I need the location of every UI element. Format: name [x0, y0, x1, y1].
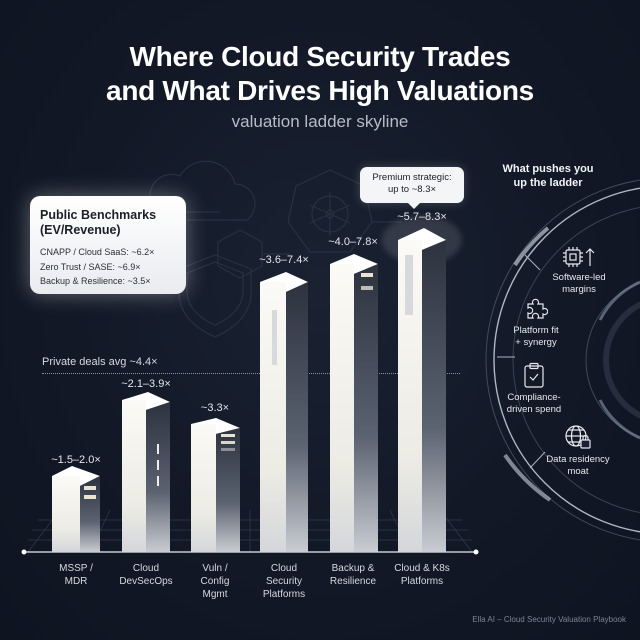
footer-credit: Ella AI – Cloud Security Valuation Playb…: [472, 615, 626, 624]
globe-lock-icon: [565, 425, 591, 449]
puzzle-icon: [527, 298, 548, 319]
clipboard-check-icon: [524, 362, 544, 388]
bar-value-label: ~5.7–8.3×: [397, 211, 447, 223]
bar-cloud-devsecops: [122, 392, 170, 552]
bar-backup-resilience: [330, 254, 378, 552]
page-title: Where Cloud Security Trades and What Dri…: [106, 41, 534, 106]
benchmark-row: Zero Trust / SASE: ~6.9×: [40, 261, 141, 272]
category-label: MSSP / MDR: [59, 563, 93, 587]
bar-value-label: ~4.0–7.8×: [328, 236, 378, 248]
public-benchmarks-card: Public Benchmarks (EV/Revenue) CNAPP / C…: [30, 196, 186, 294]
bar-value-label: ~1.5–2.0×: [51, 454, 101, 466]
driver-compliance-spend: Compliance- driven spend: [486, 362, 582, 416]
bar-mssp-mdr: [52, 466, 100, 552]
shield-icon: [178, 254, 252, 338]
bar-value-label: ~2.1–3.9×: [121, 378, 171, 390]
driver-platform-fit: Platform fit + synergy: [488, 297, 584, 349]
driver-data-residency: Data residency moat: [530, 424, 626, 478]
premium-strategic-callout: Premium strategic: up to ~8.3×: [360, 167, 464, 209]
bar-value-label: ~3.3×: [200, 402, 230, 414]
category-label: Vuln / Config Mgmt: [200, 563, 230, 600]
bar-vuln-config-mgmt: [191, 418, 240, 552]
driver-software-led-margins: Software-led margins: [531, 246, 627, 296]
benchmarks-title: Public Benchmarks (EV/Revenue): [40, 208, 157, 237]
bar-value-label: ~3.6–7.4×: [259, 254, 309, 266]
bar-cloud-k8s-platforms: [382, 216, 462, 552]
benchmark-row: CNAPP / Cloud SaaS: ~6.2×: [40, 247, 155, 257]
category-label: Cloud Security Platforms: [262, 563, 306, 600]
benchmark-row: Backup & Resilience: ~3.5×: [40, 276, 151, 286]
driver-ring: [485, 179, 640, 541]
category-label: Cloud & K8s Platforms: [394, 563, 450, 587]
private-deals-line: [42, 373, 460, 374]
page-subtitle: valuation ladder skyline: [231, 112, 409, 131]
category-label: Backup & Resilience: [329, 563, 377, 587]
private-deals-label: Private deals avg ~4.4×: [42, 356, 158, 368]
drivers-title: What pushes you up the ladder: [502, 163, 594, 189]
bar-cloud-security-platforms: [260, 272, 308, 552]
chip-up-icon: [563, 247, 595, 267]
cloud-icon: [146, 160, 256, 221]
category-label: Cloud DevSecOps: [119, 563, 173, 587]
